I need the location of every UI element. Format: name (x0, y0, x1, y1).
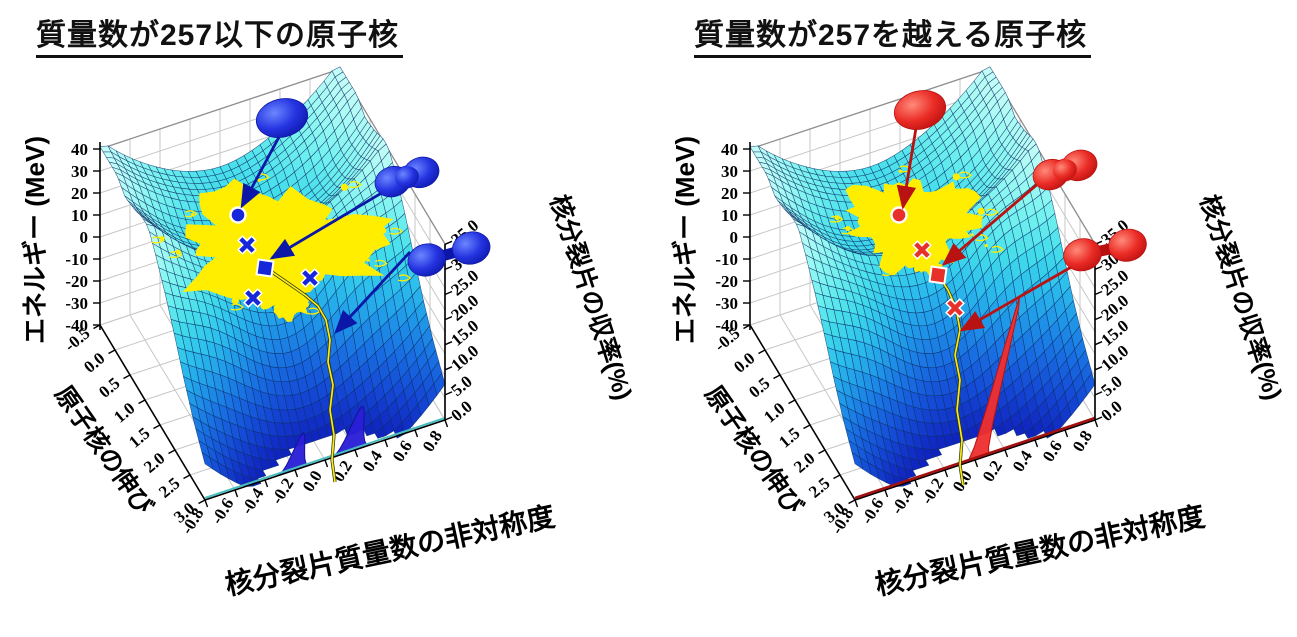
yield-tick-label: 0.0 (447, 397, 475, 425)
energy-tick-label: -30 (715, 294, 738, 313)
yield-tick-label: 10.0 (447, 341, 482, 375)
asymmetry-axis-label: 核分裂片質量数の非対称度 (222, 501, 557, 601)
yield-tick-label: 25.0 (447, 266, 482, 300)
asymmetry-tick-label: 0.8 (419, 427, 446, 455)
necked-nucleus-icon (374, 156, 440, 198)
yield-tick-label: 25.0 (1097, 266, 1132, 300)
saddle-marker-1 (912, 240, 932, 260)
asymmetry-tick-label: -0.6 (207, 495, 237, 528)
asymmetry-tick-label: 0.6 (1039, 437, 1066, 465)
yield-tick-label: 0.0 (1097, 397, 1125, 425)
annotation-arrow-3 (334, 251, 412, 335)
annotation-arrow-3 (959, 260, 1081, 332)
asymmetry-tick-label: 0.4 (1009, 447, 1037, 476)
saddle-marker-3 (243, 288, 263, 308)
scission-nucleus-icon (1063, 228, 1147, 272)
yield-axis-label: 核分裂片の収率(%) (1194, 191, 1288, 403)
stage-markers (229, 206, 320, 308)
elongation-tick-label: 0.5 (745, 374, 773, 402)
stage-markers (890, 206, 965, 318)
secondary-minimum-marker (928, 265, 948, 285)
yield-tick-label: 5.0 (447, 372, 475, 400)
secondary-minimum-marker (255, 258, 275, 278)
energy-tick-label: 10 (721, 206, 738, 225)
energy-tick-label: -40 (65, 316, 88, 335)
asymmetry-tick-label: 0.0 (299, 467, 326, 495)
elongation-tick-label: 1.0 (110, 399, 138, 427)
panel-title-right: 質量数が257を越える原子核 (694, 10, 1092, 58)
asymmetry-tick-label: 0.4 (359, 447, 387, 476)
necked-nucleus-icon (1032, 149, 1098, 191)
asymmetry-axis-label: 核分裂片質量数の非対称度 (872, 501, 1207, 601)
annotation-arrow-1 (240, 136, 281, 209)
fission-path (265, 267, 336, 483)
yield-axis-label: 核分裂片の収率(%) (544, 191, 638, 403)
energy-axis-label: エネルギー (MeV) (670, 136, 700, 344)
elongation-tick-label: 2.5 (155, 474, 183, 502)
energy-tick-label: -30 (65, 294, 88, 313)
ground-state-marker (229, 206, 247, 224)
energy-tick-label: -10 (65, 250, 88, 269)
energy-tick-label: 40 (721, 140, 738, 159)
spherical-nucleus-icon (893, 90, 947, 130)
energy-tick-label: -40 (715, 316, 738, 335)
energy-tick-label: 10 (71, 206, 88, 225)
elongation-tick-label: 1.5 (125, 424, 153, 452)
annotation-arrow-2 (941, 180, 1041, 266)
energy-tick-label: 30 (721, 162, 738, 181)
annotation-arrow-1 (896, 127, 918, 210)
asymmetry-tick-label: -0.4 (237, 484, 268, 517)
energy-tick-label: 20 (721, 184, 738, 203)
elongation-tick-label: 2.5 (805, 474, 833, 502)
energy-tick-label: 20 (71, 184, 88, 203)
elongation-tick-label: 0.5 (95, 374, 123, 402)
elongation-tick-label: 2.0 (140, 449, 168, 477)
asymmetry-tick-label: 0.8 (1069, 427, 1096, 455)
scission-nucleus-icon (407, 231, 491, 277)
elongation-tick-label: 0.0 (730, 349, 758, 377)
energy-tick-label: 30 (71, 162, 88, 181)
elongation-tick-label: 1.5 (775, 424, 803, 452)
energy-tick-label: 0 (730, 228, 739, 247)
energy-tick-label: 40 (71, 140, 88, 159)
panel-title-left: 質量数が257以下の原子核 (36, 10, 404, 58)
saddle-marker-1 (237, 235, 257, 255)
elongation-tick-label: 1.0 (760, 399, 788, 427)
elongation-tick-label: 0.0 (80, 349, 108, 377)
asymmetry-tick-label: -0.2 (917, 475, 947, 508)
front-edge-line (204, 417, 446, 499)
yield-tick-label: 15.0 (447, 316, 482, 350)
ground-state-marker (890, 206, 908, 224)
saddle-marker-2 (300, 268, 320, 288)
asymmetry-tick-label: 0.2 (979, 457, 1006, 485)
fission-path (937, 274, 964, 486)
yield-tick-label: 20.0 (1097, 291, 1132, 325)
energy-tick-label: -20 (715, 272, 738, 291)
yield-tick-label: 5.0 (1097, 372, 1125, 400)
asymmetry-tick-label: -0.4 (887, 484, 918, 517)
asymmetry-tick-label: 0.6 (389, 437, 416, 465)
annotation-arrow-2 (269, 183, 396, 260)
asymmetry-tick-label: -0.2 (267, 475, 297, 508)
energy-tick-label: -10 (715, 250, 738, 269)
energy-tick-label: 0 (80, 228, 89, 247)
energy-tick-label: -20 (65, 272, 88, 291)
energy-axis-label: エネルギー (MeV) (20, 136, 50, 344)
asymmetry-tick-label: -0.6 (857, 495, 887, 528)
front-edge-line (854, 416, 1096, 500)
potential-energy-surface-mesh (749, 66, 1096, 487)
yield-tick-label: 10.0 (1097, 341, 1132, 375)
elongation-tick-label: 2.0 (790, 449, 818, 477)
yield-tick-label: 20.0 (447, 291, 482, 325)
yield-tick-label: 15.0 (1097, 316, 1132, 350)
